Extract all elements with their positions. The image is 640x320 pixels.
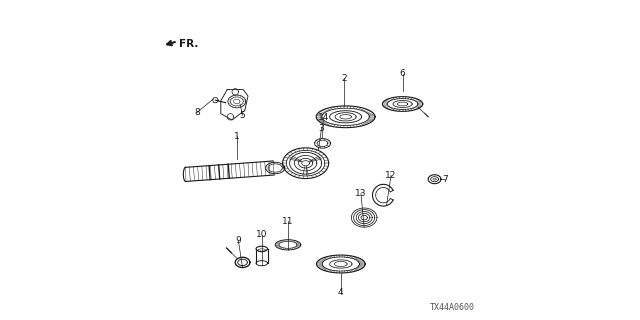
Text: 13: 13 <box>355 189 367 198</box>
Text: 9: 9 <box>236 236 241 245</box>
Text: TX44A0600: TX44A0600 <box>430 303 475 312</box>
Text: 4: 4 <box>338 288 344 297</box>
Text: 1: 1 <box>234 132 239 140</box>
Text: 10: 10 <box>256 230 268 239</box>
Text: FR.: FR. <box>179 39 198 49</box>
Text: 7: 7 <box>442 175 447 184</box>
Text: 2: 2 <box>341 74 347 83</box>
Text: 5: 5 <box>240 111 245 120</box>
Text: 12: 12 <box>385 171 397 180</box>
Text: 14: 14 <box>317 113 329 122</box>
Text: 8: 8 <box>194 108 200 117</box>
Text: 3: 3 <box>319 124 324 132</box>
Text: 11: 11 <box>282 217 294 226</box>
Text: 6: 6 <box>400 69 405 78</box>
